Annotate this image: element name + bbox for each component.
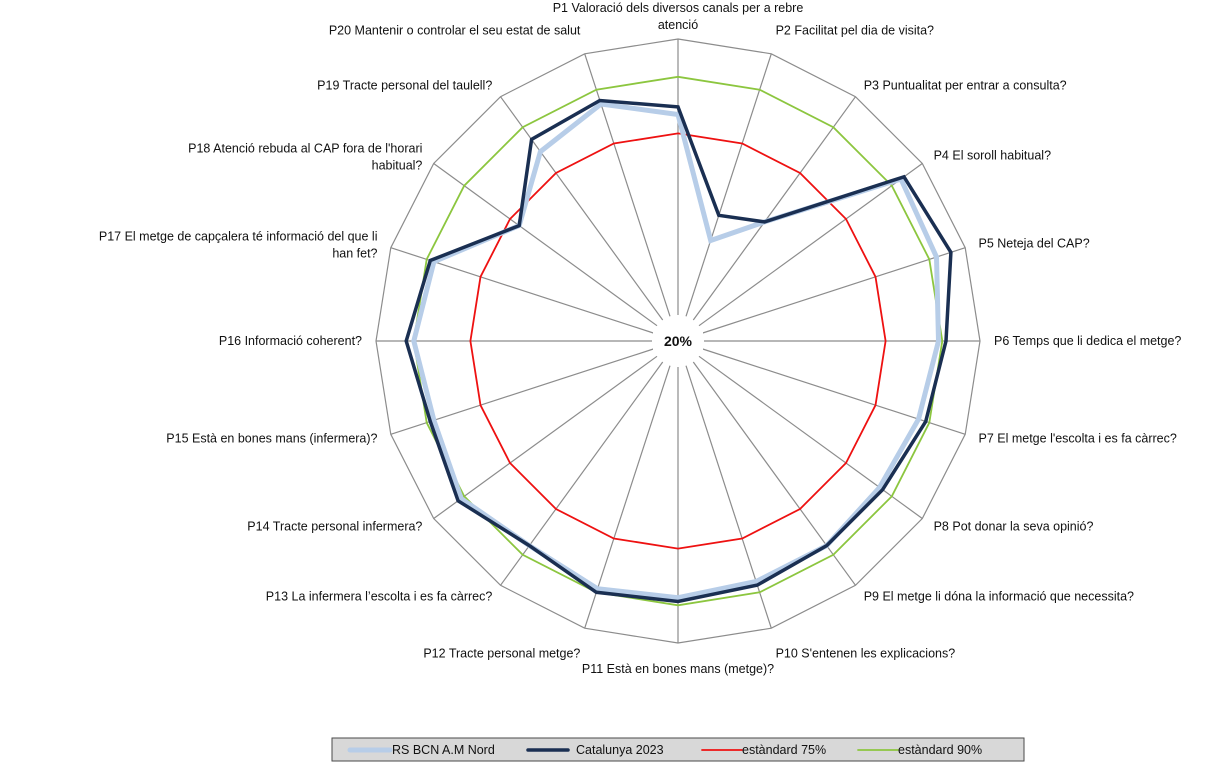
radar-grid <box>375 38 981 644</box>
series-line <box>412 75 944 607</box>
axis-label: P2 Facilitat pel dia de visita? <box>776 24 934 38</box>
grid-spoke <box>698 163 923 327</box>
axis-label: P19 Tracte personal del taulell? <box>317 78 492 92</box>
axis-label: P4 El soroll habitual? <box>934 148 1051 162</box>
axis-label: P3 Puntualitat per entrar a consulta? <box>864 78 1067 92</box>
grid-spoke <box>702 348 966 435</box>
series-line <box>404 98 953 604</box>
grid-spoke <box>433 355 658 519</box>
legend: RS BCN A.M Nord Catalunya 2023 estàndard 7… <box>331 737 1025 762</box>
axis-label: P9 El metge li dóna la informació que ne… <box>864 590 1134 604</box>
grid-spoke <box>500 361 664 586</box>
grid-spoke <box>692 361 856 586</box>
center-label: 20% <box>664 333 693 349</box>
grid-spoke <box>584 365 671 629</box>
axis-label: P17 El metge de capçalera té informació … <box>99 230 378 261</box>
axis-label: P8 Pot donar la seva opinió? <box>934 520 1094 534</box>
grid-spoke <box>692 96 856 321</box>
axis-label-line: atenció <box>658 18 698 32</box>
axis-label: P20 Mantenir o controlar el seu estat de… <box>329 24 581 38</box>
axis-label: P12 Tracte personal metge? <box>423 647 580 661</box>
axis-label: P14 Tracte personal infermera? <box>247 520 422 534</box>
center-label-background <box>653 329 703 353</box>
legend-label: estàndard 75% <box>742 743 826 757</box>
axis-label: P16 Informació coherent? <box>219 334 362 348</box>
grid-spoke <box>685 53 772 317</box>
axis-labels: P1 Valoració dels diversos canals per a … <box>99 1 1182 676</box>
grid-spoke <box>702 247 966 334</box>
grid-spoke <box>584 53 671 317</box>
series-line <box>469 132 887 550</box>
radar-series <box>404 75 953 607</box>
grid-spoke <box>698 355 923 519</box>
axis-label: P15 Està en bones mans (infermera)? <box>166 432 377 446</box>
legend-label: Catalunya 2023 <box>576 743 664 757</box>
axis-label-line: han fet? <box>332 246 377 260</box>
legend-label: estàndard 90% <box>898 743 982 757</box>
legend-box <box>331 737 1025 762</box>
grid-spoke <box>433 163 658 327</box>
axis-label-line: habitual? <box>372 158 423 172</box>
axis-label: P18 Atenció rebuda al CAP fora de l'hora… <box>188 141 422 172</box>
axis-label: P7 El metge l'escolta i es fa càrrec? <box>979 432 1177 446</box>
axis-label-line: P1 Valoració dels diversos canals per a … <box>553 1 804 15</box>
axis-label: P6 Temps que li dedica el metge? <box>994 334 1181 348</box>
axis-label: P1 Valoració dels diversos canals per a … <box>553 1 804 32</box>
grid-spoke <box>500 96 664 321</box>
axis-label: P10 S'entenen les explicacions? <box>776 647 956 661</box>
axis-label: P11 Està en bones mans (metge)? <box>582 662 774 676</box>
axis-label: P13 La infermera l’escolta i es fa càrre… <box>266 590 493 604</box>
axis-label: P5 Neteja del CAP? <box>979 236 1090 250</box>
legend-label: RS BCN A.M Nord <box>392 743 495 757</box>
axis-label-line: P18 Atenció rebuda al CAP fora de l'hora… <box>188 141 422 155</box>
axis-label-line: P17 El metge de capçalera té informació … <box>99 230 378 244</box>
